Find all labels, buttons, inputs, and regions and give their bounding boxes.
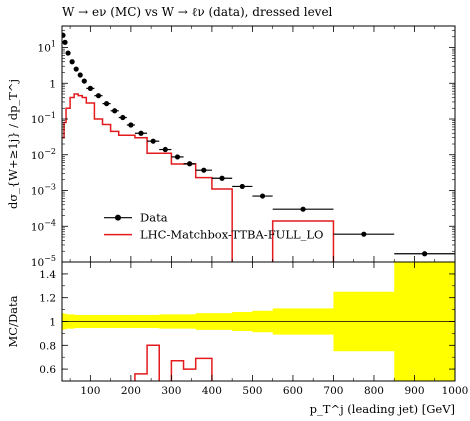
- data-point: [201, 167, 207, 173]
- data-point: [103, 100, 110, 107]
- ratio-y-tick-label: 1.2: [39, 293, 56, 305]
- ratio-mc-histogram: [134, 344, 233, 381]
- ratio-x-tick-label: 600: [283, 385, 303, 397]
- main-axis-ticks: [62, 25, 456, 263]
- data-point: [69, 59, 75, 65]
- ratio-plot-area: [62, 262, 455, 381]
- main-panel: W → eν (MC) vs W → ℓν (data), dressed le…: [6, 5, 456, 269]
- y-tick-label: 10−5: [31, 254, 56, 269]
- y-tick-label: 1: [49, 78, 56, 90]
- ratio-y-tick-label: 0.8: [39, 340, 56, 352]
- data-point: [95, 93, 102, 99]
- y-tick-label: 10−3: [31, 183, 56, 198]
- legend-label-data: Data: [140, 211, 168, 225]
- y-tick-label: 101: [38, 40, 56, 55]
- ratio-y-tick-label: 1: [49, 317, 56, 329]
- ratio-y-tick-labels: 0.6 0.8 1 1.2 1.4: [39, 269, 56, 376]
- y-tick-label: 10−4: [31, 218, 56, 233]
- data-point: [219, 175, 225, 181]
- ratio-x-tick-label: 100: [80, 385, 100, 397]
- data-point: [187, 161, 193, 167]
- ratio-y-axis-label: MC/Data: [6, 295, 20, 347]
- data-point: [65, 50, 71, 56]
- ratio-y-tick-label: 0.6: [39, 364, 56, 376]
- data-point: [150, 138, 156, 144]
- data-point: [112, 108, 118, 114]
- data-point: [73, 66, 79, 72]
- y-tick-label: 10−1: [31, 111, 56, 126]
- data-point: [259, 193, 266, 199]
- ratio-x-tick-label: 200: [121, 385, 141, 397]
- main-y-tick-labels: 10−5 10−4 10−3 10−2 10−1 1 101: [31, 40, 56, 269]
- data-point: [120, 114, 126, 121]
- y-tick-label: 10−2: [31, 147, 56, 162]
- data-point: [138, 130, 144, 136]
- ratio-x-axis-label: p_T^j (leading jet) [GeV]: [310, 402, 455, 416]
- data-point: [87, 85, 93, 91]
- ratio-y-tick-label: 1.4: [39, 269, 56, 281]
- legend-label-mc: LHC-Matchbox-TTBA-FULL_LO: [140, 228, 323, 242]
- legend: Data LHC-Matchbox-TTBA-FULL_LO: [104, 211, 323, 242]
- ratio-x-tick-label: 400: [202, 385, 222, 397]
- data-point: [239, 183, 245, 190]
- ratio-x-tick-label: 300: [161, 385, 181, 397]
- ratio-x-tick-label: 500: [242, 385, 262, 397]
- ratio-axis-ticks: [62, 261, 456, 382]
- ratio-x-tick-label: 1000: [442, 385, 469, 397]
- ratio-plot-frame: [61, 261, 456, 382]
- ratio-x-tick-label: 700: [323, 385, 343, 397]
- legend-marker-data-point: [115, 214, 121, 221]
- data-point: [361, 231, 367, 237]
- ratio-x-tick-label: 900: [404, 385, 424, 397]
- main-plot-area: [62, 32, 455, 262]
- ratio-x-tick-labels: 100 200 300 400 500 600 700 800 900 1000: [80, 385, 468, 397]
- data-point: [422, 251, 428, 257]
- main-plot-frame: [61, 25, 456, 263]
- data-point: [62, 39, 68, 45]
- data-point: [174, 154, 181, 160]
- data-point: [128, 122, 134, 128]
- data-point: [77, 72, 83, 78]
- data-point: [81, 78, 87, 84]
- mc-histogram: [62, 93, 335, 262]
- chart-title: W → eν (MC) vs W → ℓν (data), dressed le…: [62, 5, 333, 19]
- ratio-x-tick-label: 800: [364, 385, 384, 397]
- data-point: [162, 146, 168, 153]
- data-point: [62, 32, 66, 38]
- main-y-axis-label: dσ_{W+≥1j} / dp_T^j: [6, 79, 20, 209]
- data-point: [300, 206, 306, 212]
- ratio-panel: 0.6 0.8 1 1.2 1.4 100 200 300 400 500 600 700 800 90…: [6, 261, 468, 416]
